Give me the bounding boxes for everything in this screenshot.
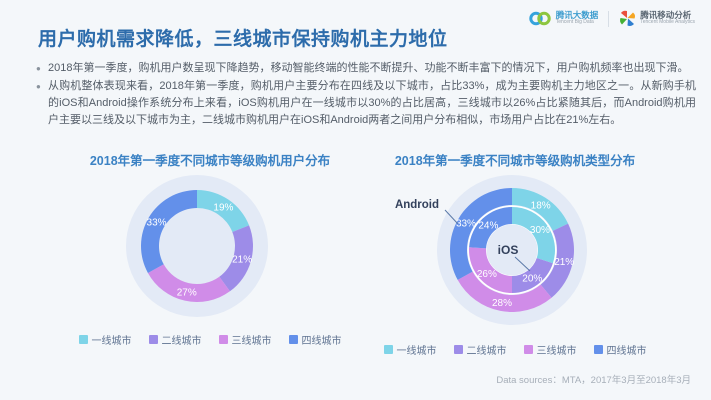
legend-item: 三线城市 xyxy=(523,342,577,357)
bullet-item: ● 从购机整体表现来看，2018年第一季度，购机用户主要分布在四线及以下城市，占… xyxy=(36,78,696,129)
legend-swatch xyxy=(218,335,228,344)
android-ring-label: Android xyxy=(395,199,439,211)
legend-item: 三线城市 xyxy=(218,332,272,347)
legend-label: 二线城市 xyxy=(466,346,507,357)
legend-label: 三线城市 xyxy=(536,346,577,357)
legend-item: 二线城市 xyxy=(148,332,202,347)
chart-card-user-distribution: 2018年第一季度不同城市等级购机用户分布 19% 21% 27% 33% 一线城市 二… xyxy=(60,152,360,347)
chart-card-os-distribution: 2018年第一季度不同城市等级购机类型分布 18% 21% 28% 33% 30% 20%… xyxy=(365,152,665,357)
legend-swatch xyxy=(593,345,603,354)
android-callout-line xyxy=(444,209,459,225)
donut-slice xyxy=(469,207,512,249)
donut-slice xyxy=(512,188,569,231)
legend-item: 四线城市 xyxy=(288,332,342,347)
bullet-text: 从购机整体表现来看，2018年第一季度，购机用户主要分布在四线及以下城市，占比3… xyxy=(48,80,696,126)
donut-slice xyxy=(147,264,230,302)
legend-item: 一线城市 xyxy=(383,342,437,357)
chart-title: 2018年第一季度不同城市等级购机用户分布 xyxy=(89,154,331,168)
legend-label: 三线城市 xyxy=(231,336,272,347)
ios-callout-line xyxy=(514,256,531,272)
legend-swatch xyxy=(288,335,298,344)
logo-zh-label: 腾讯移动分析 xyxy=(640,10,692,21)
donut-slice xyxy=(141,190,197,273)
bullet-text: 2018年第一季度，购机用户数呈现下降趋势，移动智能终端的性能不断提升、功能不断… xyxy=(48,62,689,74)
donut-slice xyxy=(468,247,512,293)
slice-value-label: 24% xyxy=(478,220,498,231)
legend-swatch xyxy=(78,335,88,344)
donut-chart-user-distribution: 19% 21% 27% 33% xyxy=(126,175,268,317)
slice-value-label: 27% xyxy=(177,287,197,298)
slice-value-label: 26% xyxy=(477,269,497,280)
tencent-mta-logo: 腾讯移动分析 Tencent Mobile Analytics xyxy=(619,10,695,27)
bullet-dot-icon: ● xyxy=(36,64,41,73)
logo-en-label: Tencent Big Data xyxy=(555,19,594,26)
legend-item: 一线城市 xyxy=(78,332,132,347)
infinity-rings-icon xyxy=(529,11,551,26)
donut-slice xyxy=(512,207,556,264)
donut-slice xyxy=(197,190,250,233)
slice-value-label: 20% xyxy=(522,273,542,284)
data-source-note: Data sources：MTA，2017年3月至2018年3月 xyxy=(496,375,691,386)
brand-logos: 腾讯大数据 Tencent Big Data 腾讯移动分析 Tencent Mo… xyxy=(528,10,695,27)
bullet-dot-icon: ● xyxy=(36,82,41,91)
logo-en-label: Tencent Mobile Analytics xyxy=(640,19,695,26)
slice-value-label: 33% xyxy=(456,218,476,229)
chart-legend: 一线城市 二线城市 三线城市 四线城市 xyxy=(60,332,360,347)
legend-label: 二线城市 xyxy=(161,336,202,347)
legend-swatch xyxy=(148,335,158,344)
legend-item: 二线城市 xyxy=(453,342,507,357)
page-title: 用户购机需求降低，三线城市保持购机主力地位 xyxy=(38,29,448,50)
slice-value-label: 21% xyxy=(554,257,574,268)
donut-slice xyxy=(450,188,512,280)
legend-swatch xyxy=(383,345,393,354)
legend-item: 四线城市 xyxy=(593,342,647,357)
donut-slice xyxy=(540,223,575,298)
ios-ring-label: iOS xyxy=(498,243,519,257)
tencent-bigdata-logo: 腾讯大数据 Tencent Big Data xyxy=(528,10,599,27)
nested-donut-chart-os-distribution: 18% 21% 28% 33% 30% 20% 26% 24% Android iOS xyxy=(395,175,587,325)
slice-value-label: 30% xyxy=(530,225,550,236)
slice-value-label: 33% xyxy=(147,218,167,229)
legend-label: 四线城市 xyxy=(301,336,342,347)
donut-slice xyxy=(512,258,553,293)
slice-value-label: 28% xyxy=(492,298,512,309)
logo-divider xyxy=(608,10,610,27)
bullet-item: ● 2018年第一季度，购机用户数呈现下降趋势，移动智能终端的性能不断提升、功能… xyxy=(36,60,696,77)
slice-value-label: 18% xyxy=(531,200,551,211)
legend-swatch xyxy=(523,345,533,354)
legend-swatch xyxy=(453,345,463,354)
slice-value-label: 19% xyxy=(213,203,233,214)
slice-value-label: 21% xyxy=(232,255,252,266)
bullet-list: ● 2018年第一季度，购机用户数呈现下降趋势，移动智能终端的性能不断提升、功能… xyxy=(36,60,696,130)
chart-legend: 一线城市 二线城市 三线城市 四线城市 xyxy=(365,342,665,357)
legend-label: 一线城市 xyxy=(396,346,437,357)
pinwheel-icon xyxy=(620,10,636,26)
legend-label: 四线城市 xyxy=(606,346,647,357)
logo-zh-label: 腾讯大数据 xyxy=(555,10,599,21)
donut-slice xyxy=(219,225,253,292)
legend-label: 一线城市 xyxy=(91,336,132,347)
donut-slice xyxy=(457,271,552,312)
chart-title: 2018年第一季度不同城市等级购机类型分布 xyxy=(394,154,636,168)
